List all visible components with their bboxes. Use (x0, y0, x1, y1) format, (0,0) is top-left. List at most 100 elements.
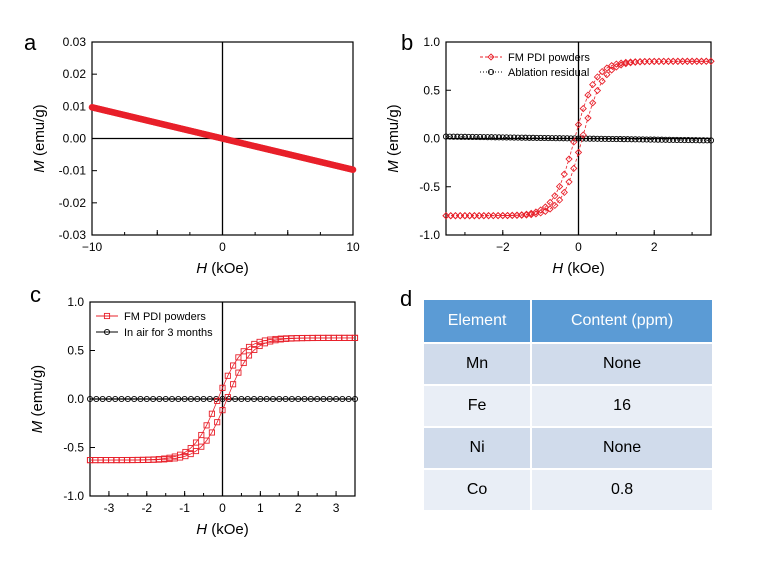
x-tick-label: -1 (179, 501, 190, 515)
y-tick-label: 0.0 (67, 392, 84, 406)
data-point (541, 134, 548, 142)
data-point (150, 395, 157, 403)
data-point (603, 70, 611, 79)
data-point (339, 395, 346, 403)
data-point (480, 212, 488, 220)
data-point (203, 422, 210, 429)
x-tick-label: 0 (575, 240, 582, 254)
data-point (632, 136, 639, 143)
data-point (541, 207, 550, 216)
data-point (175, 395, 182, 403)
data-point (639, 136, 646, 143)
data-point (617, 136, 624, 143)
x-tick-label: −10 (82, 240, 103, 254)
data-point (99, 395, 106, 403)
data-point (137, 395, 144, 403)
data-point (314, 395, 321, 403)
y-tick-label: 0.0 (423, 132, 440, 146)
panel-c-letter: c (30, 282, 41, 307)
data-point (475, 212, 483, 220)
data-point (192, 447, 200, 455)
data-point (645, 57, 654, 66)
x-tick-label: 10 (346, 240, 360, 254)
panel-b-letter: b (401, 30, 413, 55)
data-point (579, 135, 586, 142)
legend-marker (103, 312, 111, 320)
y-tick-label: -0.01 (59, 164, 87, 178)
element-content-table: Element Content (ppm) Mn None Fe 16 Ni N… (424, 300, 712, 510)
data-point (526, 134, 533, 141)
data-point (351, 334, 359, 341)
data-point (654, 136, 662, 143)
panel-d-letter: d (400, 286, 412, 311)
data-point (658, 136, 665, 143)
data-point (511, 134, 518, 141)
data-point (208, 429, 215, 436)
table-cell-content: 16 (532, 384, 712, 426)
data-point (533, 134, 540, 141)
data-point (530, 134, 537, 141)
legend-marker (487, 53, 495, 61)
data-point (678, 57, 687, 65)
data-point (484, 134, 491, 141)
data-point (707, 57, 715, 65)
data-point (477, 134, 484, 141)
data-point (551, 192, 559, 200)
legend-label: In air for 3 months (124, 327, 213, 339)
data-point (238, 395, 245, 403)
data-point (442, 212, 450, 220)
data-point (579, 131, 587, 139)
data-point (605, 135, 612, 142)
data-point (456, 212, 464, 220)
data-point (593, 86, 602, 95)
data-point (232, 395, 239, 403)
data-point (454, 133, 461, 140)
data-point (575, 135, 582, 142)
y-tick-label: 0.5 (423, 83, 440, 97)
data-point (235, 354, 242, 361)
data-point (522, 134, 529, 141)
data-point (628, 136, 635, 143)
data-point (552, 135, 559, 142)
panel-b-chart: b −2 0 2 -1.0 -0.5 0.0 0.5 1.0 H (kOe) M (emu/g) F… (385, 30, 715, 277)
data-point (124, 395, 131, 403)
data-point (489, 212, 497, 220)
data-point (514, 134, 521, 141)
data-point (583, 135, 590, 142)
legend-marker (103, 328, 111, 336)
data-point (560, 188, 568, 197)
data-point (244, 395, 251, 403)
data-point (461, 133, 468, 140)
data-point (494, 211, 502, 220)
data-point (200, 395, 207, 403)
data-point (442, 133, 450, 140)
data-point (214, 397, 221, 404)
data-point (603, 64, 611, 72)
data-point (570, 164, 578, 173)
data-point (492, 134, 499, 141)
data-point (693, 57, 701, 65)
data-point (251, 346, 258, 353)
data-point (240, 359, 247, 367)
table-cell-element: Co (424, 468, 533, 510)
data-point (470, 212, 479, 220)
table-header-element: Element (424, 300, 533, 342)
y-tick-label: 0.5 (67, 344, 84, 358)
data-point (288, 395, 295, 403)
table-row: Fe 16 (424, 384, 712, 426)
table-cell-content: None (532, 342, 712, 384)
data-point (466, 212, 474, 220)
y-tick-label: -1.0 (419, 228, 440, 242)
data-point (112, 395, 119, 403)
y-tick-label: 0.02 (63, 67, 87, 81)
data-point (598, 67, 606, 76)
data-point (560, 170, 568, 178)
legend-label: Ablation residual (508, 67, 589, 79)
x-tick-label: -3 (104, 501, 115, 515)
data-point (697, 57, 706, 65)
data-point (651, 136, 658, 143)
data-point (683, 57, 691, 65)
data-point (636, 136, 643, 143)
data-point (612, 63, 620, 71)
data-point (446, 133, 453, 140)
